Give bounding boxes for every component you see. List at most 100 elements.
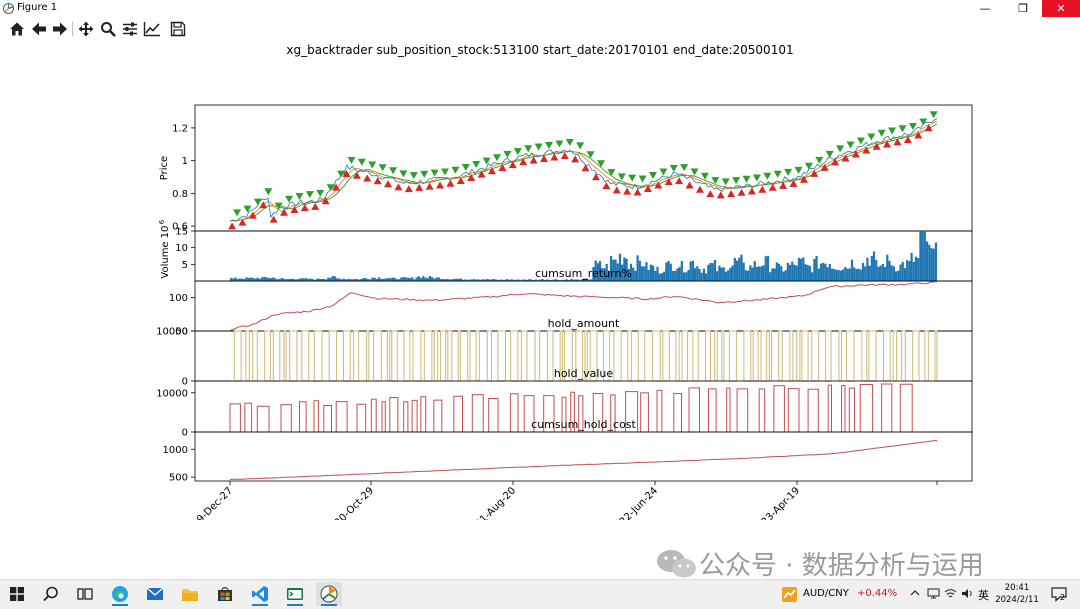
sell-marker xyxy=(461,164,470,172)
figure-title: xg_backtrader sub_position_stock:513100 … xyxy=(286,43,794,57)
buy-marker xyxy=(893,138,902,146)
volume-bar xyxy=(550,280,553,281)
buy-marker xyxy=(352,171,361,179)
volume-bar xyxy=(903,268,907,281)
volume-bar xyxy=(391,277,394,281)
volume-bar xyxy=(243,279,246,281)
volume-bar xyxy=(647,270,650,281)
volume-bar xyxy=(245,277,248,281)
forward-arrow-icon xyxy=(53,22,67,36)
sell-marker xyxy=(690,168,699,176)
mail-button[interactable] xyxy=(142,582,168,606)
volume-bar xyxy=(687,270,690,281)
terminal-button[interactable] xyxy=(282,582,308,606)
sell-marker xyxy=(295,192,304,200)
minimize-button[interactable]: — xyxy=(966,0,1004,17)
volume-bar xyxy=(479,279,482,281)
volume-bar xyxy=(901,261,904,281)
buy-marker xyxy=(831,158,840,166)
y-tick-label: 100 xyxy=(169,293,188,304)
volume-bar xyxy=(561,279,564,281)
volume-bar xyxy=(291,278,295,281)
volume-bar xyxy=(501,279,504,281)
volume-bar xyxy=(627,269,630,281)
volume-bar xyxy=(413,279,416,281)
network-icon[interactable] xyxy=(927,588,940,599)
sell-marker xyxy=(316,189,325,197)
volume-bar xyxy=(510,279,513,281)
maximize-icon: ❐ xyxy=(1018,2,1028,15)
volume-bar xyxy=(234,277,237,281)
volume-bar xyxy=(470,279,474,281)
fx-change-value[interactable]: +0.44% xyxy=(857,588,898,599)
sell-marker xyxy=(638,175,647,183)
volume-bar xyxy=(402,277,405,281)
buy-marker xyxy=(872,142,881,150)
volume-bar xyxy=(258,278,261,281)
vscode-button[interactable] xyxy=(247,582,273,606)
volume-bar xyxy=(753,261,756,281)
axes-frame-6 xyxy=(194,431,973,482)
edge-browser-button[interactable] xyxy=(107,582,133,606)
fx-pair-label[interactable]: AUD/CNY xyxy=(803,588,849,599)
zoom-magnifier-icon xyxy=(101,22,116,37)
volume-multiplier-exponent: 6 xyxy=(158,219,166,224)
volume-bar xyxy=(930,248,933,281)
figure-window-button[interactable] xyxy=(316,582,342,606)
task-view-button[interactable] xyxy=(72,582,98,606)
wifi-icon[interactable] xyxy=(944,588,957,599)
home-button[interactable] xyxy=(7,19,27,39)
volume-bar xyxy=(605,263,608,281)
volume-bar xyxy=(468,279,471,281)
system-clock[interactable]: 20:41 2024/2/11 xyxy=(992,582,1042,606)
zoom-button[interactable] xyxy=(98,19,118,39)
save-button[interactable] xyxy=(168,19,188,39)
volume-bar xyxy=(417,276,421,281)
sell-marker xyxy=(908,123,917,131)
subplots-button[interactable] xyxy=(120,19,140,39)
ime-indicator[interactable]: 英 xyxy=(978,589,989,602)
buy-marker xyxy=(581,164,590,172)
pan-button[interactable] xyxy=(76,19,96,39)
taskbar-search-button[interactable] xyxy=(38,582,64,606)
volume-bar xyxy=(603,268,606,281)
volume-bar xyxy=(594,260,597,281)
back-button[interactable] xyxy=(29,19,49,39)
volume-bar xyxy=(676,268,679,281)
file-explorer-button[interactable] xyxy=(177,582,203,606)
volume-icon[interactable] xyxy=(961,588,974,599)
sell-marker xyxy=(565,138,574,146)
store-button[interactable] xyxy=(212,582,238,606)
running-indicator xyxy=(112,604,128,606)
volume-bar xyxy=(280,277,284,281)
start-button[interactable] xyxy=(4,582,30,606)
volume-bar xyxy=(362,277,365,281)
volume-bar xyxy=(700,272,703,281)
volume-bar xyxy=(621,264,624,281)
minimize-icon: — xyxy=(979,2,991,15)
file-explorer-icon xyxy=(182,589,198,601)
notification-center-icon[interactable] xyxy=(1051,586,1067,602)
forward-button[interactable] xyxy=(50,19,70,39)
maximize-button[interactable]: ❐ xyxy=(1004,0,1042,17)
stock-widget-icon[interactable] xyxy=(781,586,798,603)
volume-bar xyxy=(366,279,370,281)
volume-bar xyxy=(680,261,683,281)
sell-marker xyxy=(285,195,294,203)
close-button[interactable]: ✕ xyxy=(1042,0,1080,17)
volume-bar xyxy=(773,268,776,281)
sell-marker xyxy=(628,174,637,182)
volume-bar xyxy=(515,279,518,281)
notification-count: 2 xyxy=(1060,593,1066,602)
figure-canvas[interactable]: 0.6 0.8 1 1.2 Price 5 10 15 Volume 10 6 50 100 cumsum… xyxy=(0,60,1080,520)
volume-bar xyxy=(353,279,356,281)
volume-bar xyxy=(844,266,847,281)
volume-bar xyxy=(347,278,350,281)
tray-chevron-up-icon[interactable] xyxy=(910,589,920,597)
sell-marker xyxy=(804,162,813,170)
cumsum-hold-cost-line xyxy=(229,440,938,480)
volume-bar xyxy=(375,279,379,281)
volume-bar xyxy=(870,255,873,281)
edit-axes-button[interactable] xyxy=(142,19,162,39)
volume-bar xyxy=(921,231,924,281)
